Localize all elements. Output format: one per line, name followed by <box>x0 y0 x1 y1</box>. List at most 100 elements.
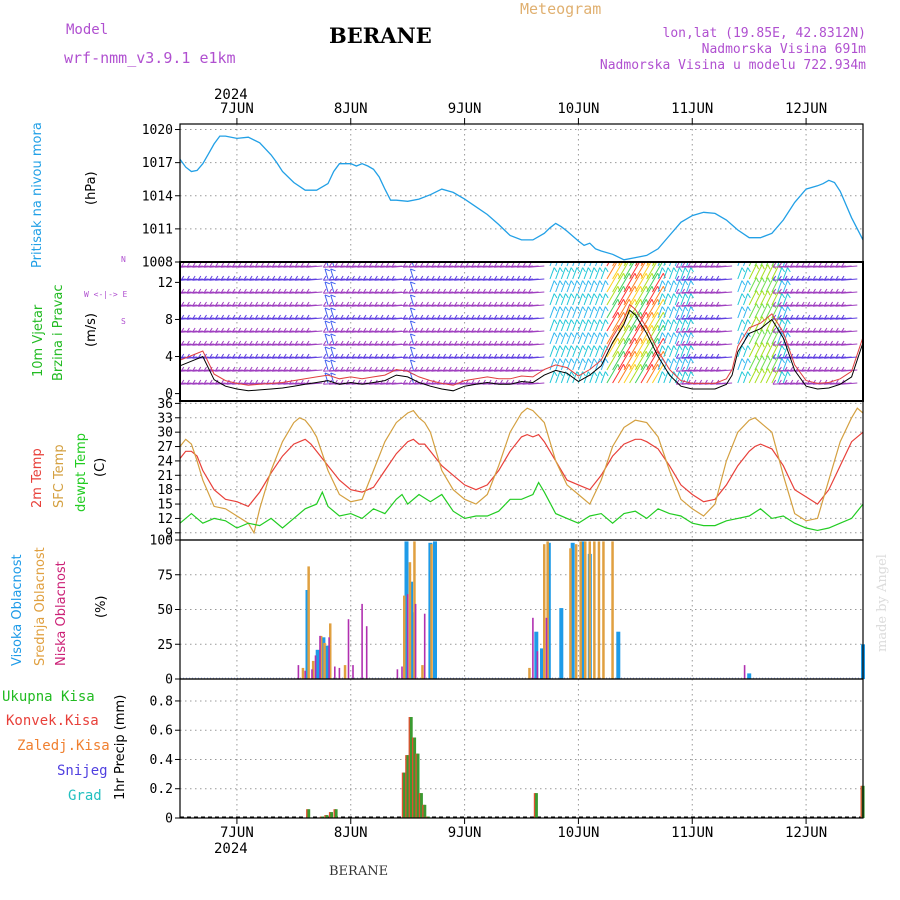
wind-arrow <box>409 294 414 306</box>
wind-arrow <box>777 262 780 267</box>
wind-arrow-head <box>459 301 464 307</box>
wind-arrow-head <box>789 366 794 372</box>
cloud-bar-high <box>581 541 585 679</box>
wind-arrow <box>743 358 749 371</box>
wind-arrow-head <box>436 262 441 268</box>
wind-arrow-head <box>459 262 464 268</box>
wind-arrow-head <box>254 379 259 385</box>
wind-arrow-head <box>220 301 225 307</box>
wind-arrow-head <box>226 301 230 307</box>
precip-bar-total <box>330 812 333 818</box>
wind-arrow-head <box>522 327 526 333</box>
wind-arrow-head <box>226 288 230 294</box>
wind-arrow <box>663 280 669 293</box>
panel-frame <box>179 678 864 819</box>
wind-arrow-head <box>755 355 760 361</box>
wind-arrow <box>748 316 757 332</box>
wind-arrow <box>555 267 561 280</box>
wind-arrow-head <box>465 353 469 359</box>
wind-arrow <box>606 351 619 371</box>
wind-arrow-head <box>277 353 281 359</box>
wind-arrow <box>680 306 686 319</box>
wind-arrow-head <box>402 340 407 346</box>
wind-arrow-head <box>823 366 828 372</box>
wind-arrow-head <box>823 340 828 346</box>
wind-arrow-head <box>197 340 202 346</box>
model-label: Model <box>66 22 108 38</box>
wind-arrow-head <box>823 301 828 307</box>
wind-arrow-head <box>667 358 672 364</box>
wind-arrow <box>409 359 414 371</box>
wind-arrow-head <box>271 327 276 333</box>
wind-arrow <box>324 359 329 371</box>
wind-arrow-head <box>192 288 196 294</box>
wind-arrow-head <box>288 327 293 333</box>
wind-arrow <box>629 286 642 306</box>
wind-arrow-head <box>692 314 697 320</box>
wind-arrow <box>391 356 408 359</box>
wind-arrow <box>841 330 858 333</box>
wind-arrow <box>623 338 636 358</box>
wind-arrow-head <box>823 288 828 294</box>
wind-arrow <box>777 306 783 319</box>
wind-arrow <box>555 306 561 319</box>
wind-arrow-head <box>835 262 839 268</box>
wind-arrow <box>674 267 680 280</box>
precip-unit: 1hr Precip (mm) <box>113 695 128 800</box>
wind-arrow <box>646 286 659 306</box>
wind-arrow-head <box>322 366 327 372</box>
wind-arrow-head <box>197 353 202 359</box>
wind-arrow-head <box>487 327 492 333</box>
wind-arrow <box>180 292 181 293</box>
wind-arrow <box>651 312 664 332</box>
wind-arrow-head <box>334 275 338 281</box>
cloud-bar-mid <box>528 667 531 679</box>
wind-arrow-head <box>300 353 304 359</box>
wind-arrow-head <box>499 379 503 385</box>
wind-arrow-head <box>795 379 799 385</box>
wind-arrow-head <box>487 379 492 385</box>
wind-arrow-head <box>818 340 822 346</box>
wind-arrow <box>760 355 769 371</box>
wind-arrow-head <box>271 301 276 307</box>
wind-arrow-head <box>522 262 526 268</box>
wind-arrow-head <box>795 275 799 281</box>
wind-arrow-head <box>604 267 609 273</box>
wind-arrow-head <box>604 306 609 312</box>
wind-arrow-head <box>565 267 569 273</box>
wind-arrow <box>663 267 669 280</box>
wind-arrow-head <box>499 288 503 294</box>
wind-arrow-head <box>772 301 777 307</box>
wind-arrow <box>617 299 630 319</box>
wind-arrow-head <box>587 345 592 351</box>
wind-arrow-head <box>604 280 609 286</box>
cloud-bar-high <box>616 631 621 679</box>
wind-arrow-head <box>368 366 373 372</box>
cloud-bar-low <box>297 665 300 679</box>
wind-arrow-head <box>334 314 338 320</box>
wind-arrow-head <box>795 353 799 359</box>
wind-arrow-head <box>681 327 686 333</box>
wind-arrow-head <box>709 366 714 372</box>
wind-arrow-head <box>209 314 213 320</box>
wind-arrow <box>391 343 408 346</box>
wind-arrow-head <box>835 275 839 281</box>
wind-arrow <box>566 371 572 384</box>
wind-arrow-head <box>499 275 503 281</box>
wind-arrow-head <box>806 366 811 372</box>
wind-arrow <box>640 325 653 345</box>
wind-arrow-head <box>741 319 746 325</box>
wind-arrow-head <box>510 275 515 281</box>
wind-arrow <box>680 293 686 306</box>
wind-arrow-head <box>582 293 586 299</box>
wind-arrow <box>555 371 561 384</box>
wind-arrow-head <box>203 327 207 333</box>
cloud-bar-mid <box>323 642 326 679</box>
wind-arrow-head <box>801 327 805 333</box>
wind-arrow <box>555 262 558 267</box>
wind-arrow-head <box>476 327 481 333</box>
wind-arrow-head <box>243 340 247 346</box>
wind-arrow-head <box>487 288 492 294</box>
wind-arrow-head <box>772 327 777 333</box>
wind-arrow-head <box>604 358 609 364</box>
